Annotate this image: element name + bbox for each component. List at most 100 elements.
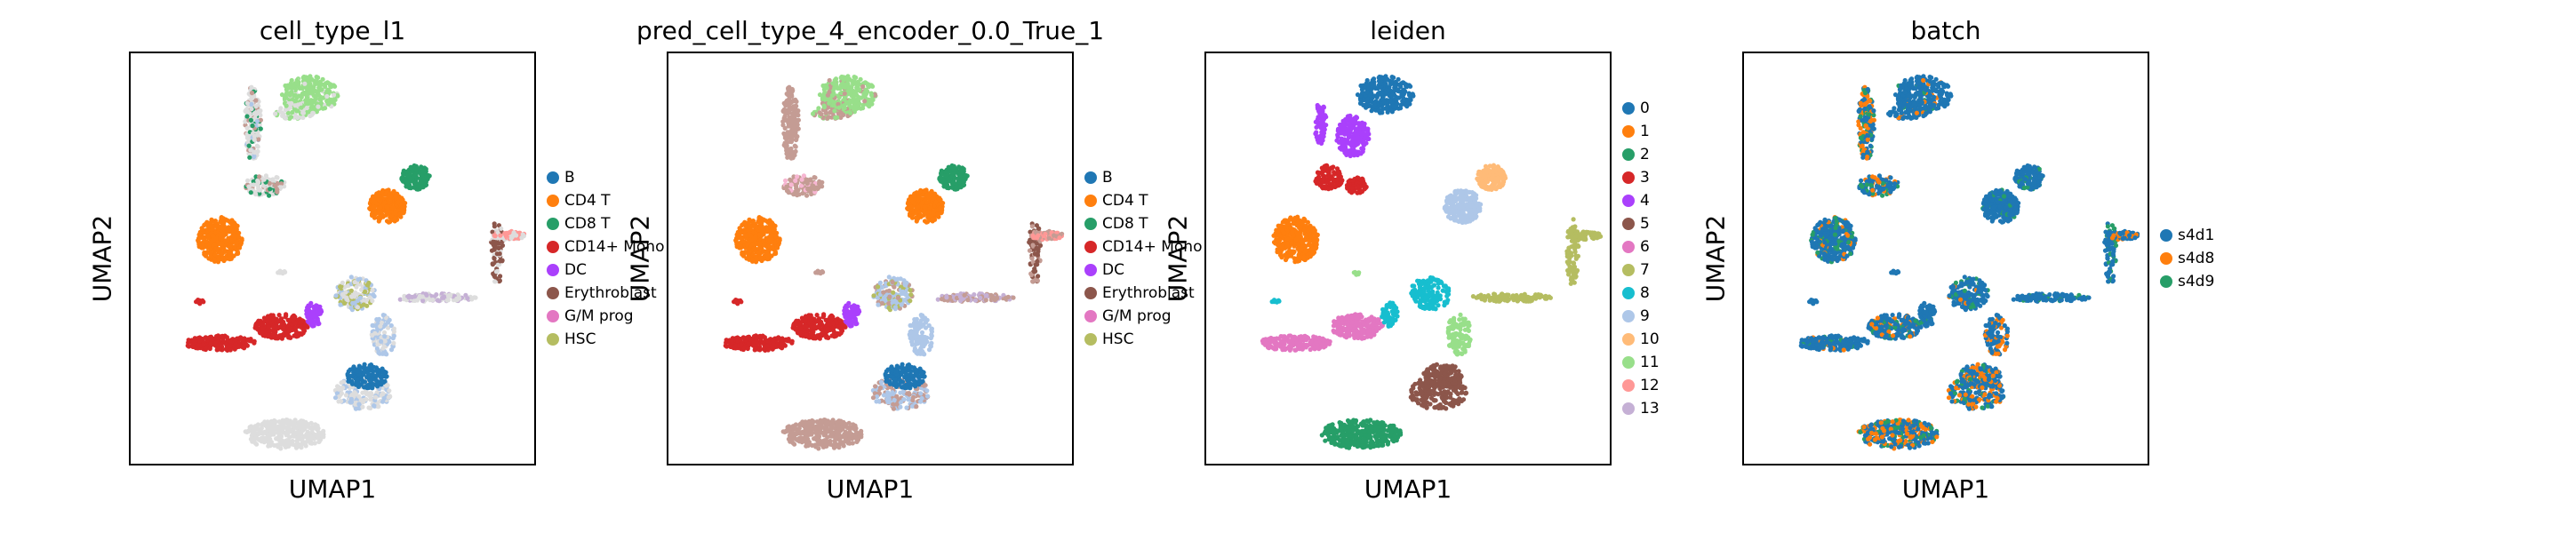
cell-point (252, 133, 258, 139)
cell-point (837, 86, 843, 91)
cell-point (244, 343, 250, 348)
cell-point (747, 240, 752, 245)
plot-area (667, 52, 1074, 465)
cell-point (355, 377, 360, 382)
cell-point (233, 340, 238, 346)
cell-point (374, 346, 380, 351)
cell-point (782, 114, 788, 119)
cell-point (925, 199, 931, 204)
cell-point (387, 388, 392, 394)
cell-point (765, 338, 771, 344)
cell-point (308, 441, 313, 446)
cell-point (376, 350, 381, 355)
cell-point (245, 178, 251, 183)
cell-point (314, 306, 319, 311)
cell-point (208, 341, 213, 346)
cell-point (232, 233, 237, 238)
cell-point (348, 396, 354, 402)
cell-point (316, 426, 321, 431)
cell-point (788, 179, 794, 184)
cell-point (793, 182, 798, 188)
cell-point (377, 373, 382, 378)
cell-point (804, 332, 809, 338)
cell-point (256, 322, 261, 327)
cell-point (273, 329, 278, 334)
cell-point (293, 445, 300, 450)
cell-point (300, 438, 305, 443)
cell-point (296, 83, 301, 89)
cell-point (202, 250, 207, 255)
cell-point (385, 325, 391, 330)
cell-point (208, 251, 213, 257)
cell-point (753, 346, 758, 351)
plot-area (129, 52, 536, 465)
cell-point (384, 374, 389, 379)
cell-point (370, 386, 375, 391)
cell-point (492, 243, 498, 248)
cell-point (854, 83, 860, 88)
cell-point (281, 112, 286, 117)
cell-point (278, 426, 284, 431)
cell-point (796, 126, 801, 131)
cell-point (789, 133, 796, 139)
cell-cluster (276, 268, 288, 276)
cell-cluster (733, 215, 782, 265)
cell-point (775, 336, 780, 341)
cell-point (384, 204, 389, 210)
cell-point (809, 332, 814, 338)
cell-point (314, 92, 320, 98)
cell-point (380, 189, 385, 195)
cell-point (294, 108, 300, 114)
cell-cluster (244, 173, 287, 198)
legend-marker (547, 195, 559, 207)
cell-point (274, 436, 279, 442)
cell-point (349, 392, 355, 397)
cell-point (877, 280, 883, 285)
cell-point (811, 111, 816, 116)
cell-point (357, 295, 363, 300)
cell-point (845, 317, 851, 322)
cell-point (796, 322, 803, 327)
cell-point (310, 309, 316, 314)
cell-point (400, 205, 405, 211)
cell-point (353, 290, 358, 295)
cell-point (371, 292, 376, 298)
cell-point (271, 317, 276, 322)
cell-point (304, 311, 309, 317)
cell-point (300, 86, 305, 91)
cell-point (254, 442, 260, 447)
cell-point (830, 321, 836, 326)
legend-marker (547, 218, 559, 230)
cell-point (939, 171, 944, 177)
cell-cluster (780, 84, 801, 161)
cell-point (387, 317, 392, 322)
cell-point (808, 178, 813, 183)
cell-point (817, 325, 822, 330)
cell-point (505, 231, 510, 237)
cell-point (746, 341, 751, 346)
cell-point (795, 191, 800, 196)
cell-point (263, 173, 268, 179)
cell-point (185, 343, 190, 348)
legend-label: G/M prog (564, 307, 634, 325)
cell-point (759, 246, 764, 251)
cell-point (772, 223, 778, 228)
cell-point (216, 335, 221, 340)
cell-point (257, 187, 262, 193)
cell-point (292, 103, 298, 108)
cell-point (279, 181, 284, 187)
cell-cluster (907, 313, 934, 357)
legend-label: CD14+ Mono (564, 238, 665, 256)
cell-point (423, 166, 428, 171)
cell-point (212, 340, 218, 346)
cell-point (317, 304, 323, 309)
cell-point (393, 211, 399, 217)
cell-point (783, 178, 788, 183)
legend-item: CD4 T (547, 192, 611, 210)
cell-point (490, 229, 495, 235)
cell-point (853, 104, 859, 109)
cell-point (236, 234, 241, 239)
cell-point (836, 324, 841, 330)
cell-point (493, 269, 500, 274)
cell-point (799, 183, 804, 188)
